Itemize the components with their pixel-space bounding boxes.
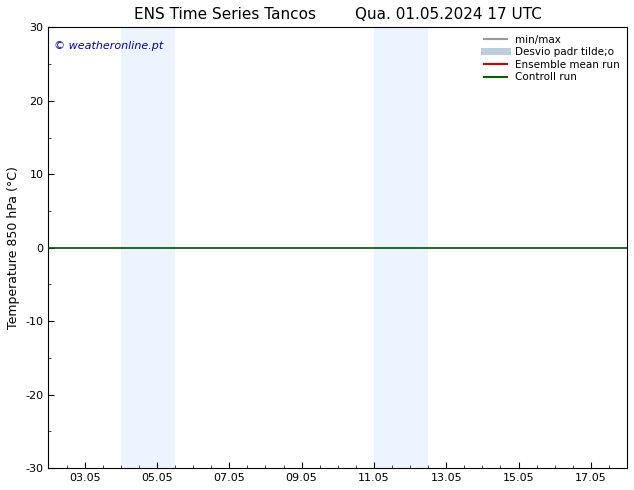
Title: ENS Time Series Tancos        Qua. 01.05.2024 17 UTC: ENS Time Series Tancos Qua. 01.05.2024 1… xyxy=(134,7,541,22)
Text: © weatheronline.pt: © weatheronline.pt xyxy=(55,41,164,50)
Bar xyxy=(374,27,428,468)
Legend: min/max, Desvio padr tilde;o, Ensemble mean run, Controll run: min/max, Desvio padr tilde;o, Ensemble m… xyxy=(482,32,622,84)
Bar xyxy=(121,27,175,468)
Y-axis label: Temperature 850 hPa (°C): Temperature 850 hPa (°C) xyxy=(7,166,20,329)
